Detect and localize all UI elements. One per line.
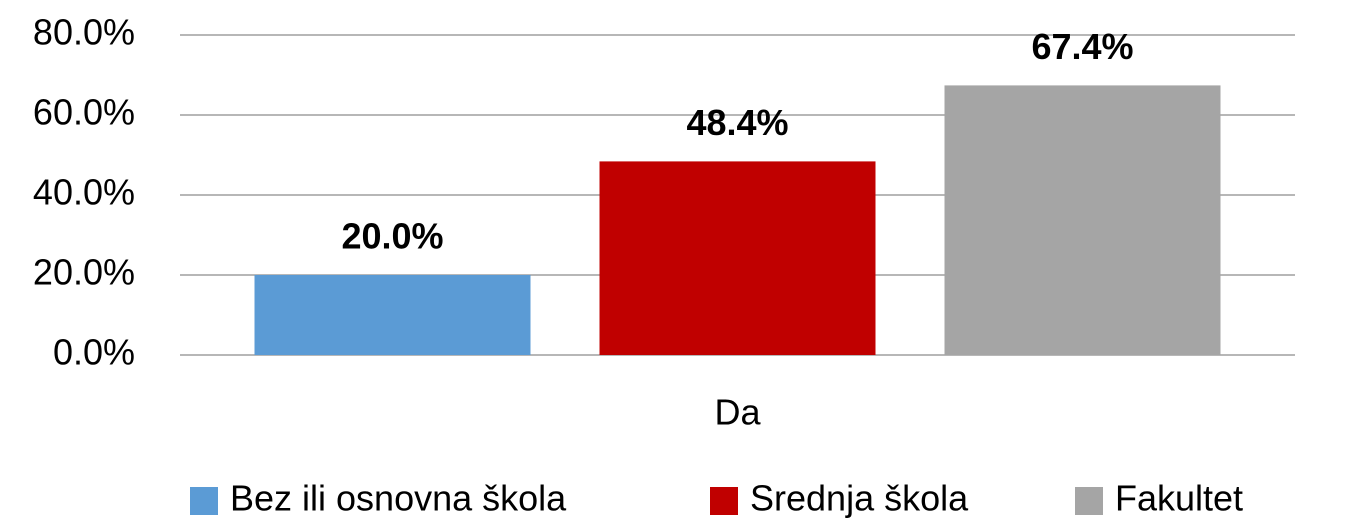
legend-label: Bez ili osnovna škola (230, 478, 567, 519)
data-label: 20.0% (341, 216, 443, 257)
legend-swatch (1075, 487, 1103, 515)
bar (254, 275, 531, 355)
data-label: 67.4% (1031, 26, 1133, 67)
x-tick-label: Da (714, 392, 761, 433)
legend-swatch (190, 487, 218, 515)
y-tick-label: 40.0% (33, 172, 135, 213)
legend-swatch (710, 487, 738, 515)
y-tick-label: 60.0% (33, 92, 135, 133)
legend-label: Fakultet (1115, 478, 1243, 519)
y-tick-label: 0.0% (53, 332, 135, 373)
y-tick-label: 80.0% (33, 12, 135, 53)
bar (944, 85, 1221, 356)
legend-label: Srednja škola (750, 478, 969, 519)
y-tick-label: 20.0% (33, 252, 135, 293)
bar (599, 161, 876, 355)
data-label: 48.4% (686, 102, 788, 143)
